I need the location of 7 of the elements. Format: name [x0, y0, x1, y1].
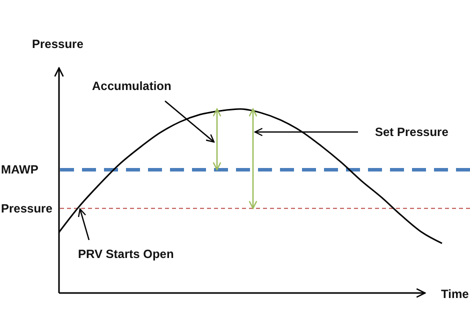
text: Accumulation	[92, 79, 172, 93]
ref-line-label: MAWP	[1, 162, 38, 177]
x-axis-title: Time	[441, 287, 470, 301]
annotation: PRV Starts Open	[78, 247, 174, 261]
ref-line-label: Pressure	[1, 201, 53, 216]
y-axis-title: Pressure	[32, 37, 84, 51]
annotation: Set Pressure	[375, 125, 449, 139]
